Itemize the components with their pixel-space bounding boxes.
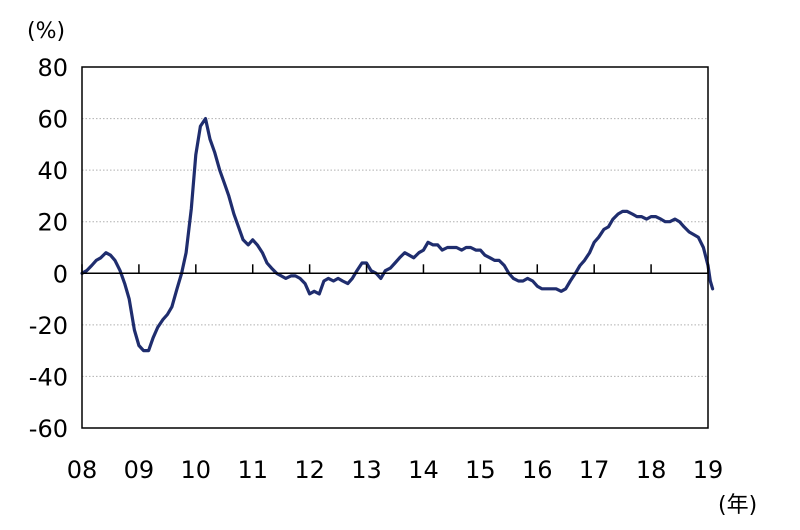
axes	[81, 66, 709, 429]
x-axis-unit-label: (年)	[718, 493, 757, 518]
x-tick-label: 19	[693, 456, 724, 484]
x-tick-label: 08	[67, 456, 98, 484]
y-tick-label: -60	[29, 415, 68, 443]
x-tick-label: 12	[294, 456, 325, 484]
y-tick-label: 40	[37, 157, 68, 185]
y-tick-label: 0	[53, 260, 68, 288]
x-tick-label: 17	[579, 456, 610, 484]
y-tick-label: -40	[29, 363, 68, 391]
series-layer	[80, 117, 715, 353]
x-tick-label: 11	[237, 456, 268, 484]
series-line	[80, 117, 715, 353]
y-tick-labels: -60 -40 -20 0 20 40 60 80	[29, 54, 68, 443]
plot-frame	[81, 66, 709, 429]
y-tick-label: 20	[37, 209, 68, 237]
y-tick-label: -20	[29, 312, 68, 340]
x-tick-label: 18	[636, 456, 667, 484]
x-tick-label: 14	[408, 456, 439, 484]
y-axis-unit-label: (%)	[27, 19, 65, 44]
x-tick-labels: 08 09 10 11 12 13 14 15 16 17 18 19	[67, 456, 724, 484]
y-tick-label: 80	[37, 54, 68, 82]
x-tick-label: 10	[181, 456, 212, 484]
x-tick-label: 13	[351, 456, 382, 484]
grid-lines	[82, 118, 708, 377]
y-tick-label: 60	[37, 106, 68, 134]
x-tick-label: 16	[522, 456, 553, 484]
x-tick-label: 09	[124, 456, 155, 484]
x-tick-label: 15	[465, 456, 496, 484]
